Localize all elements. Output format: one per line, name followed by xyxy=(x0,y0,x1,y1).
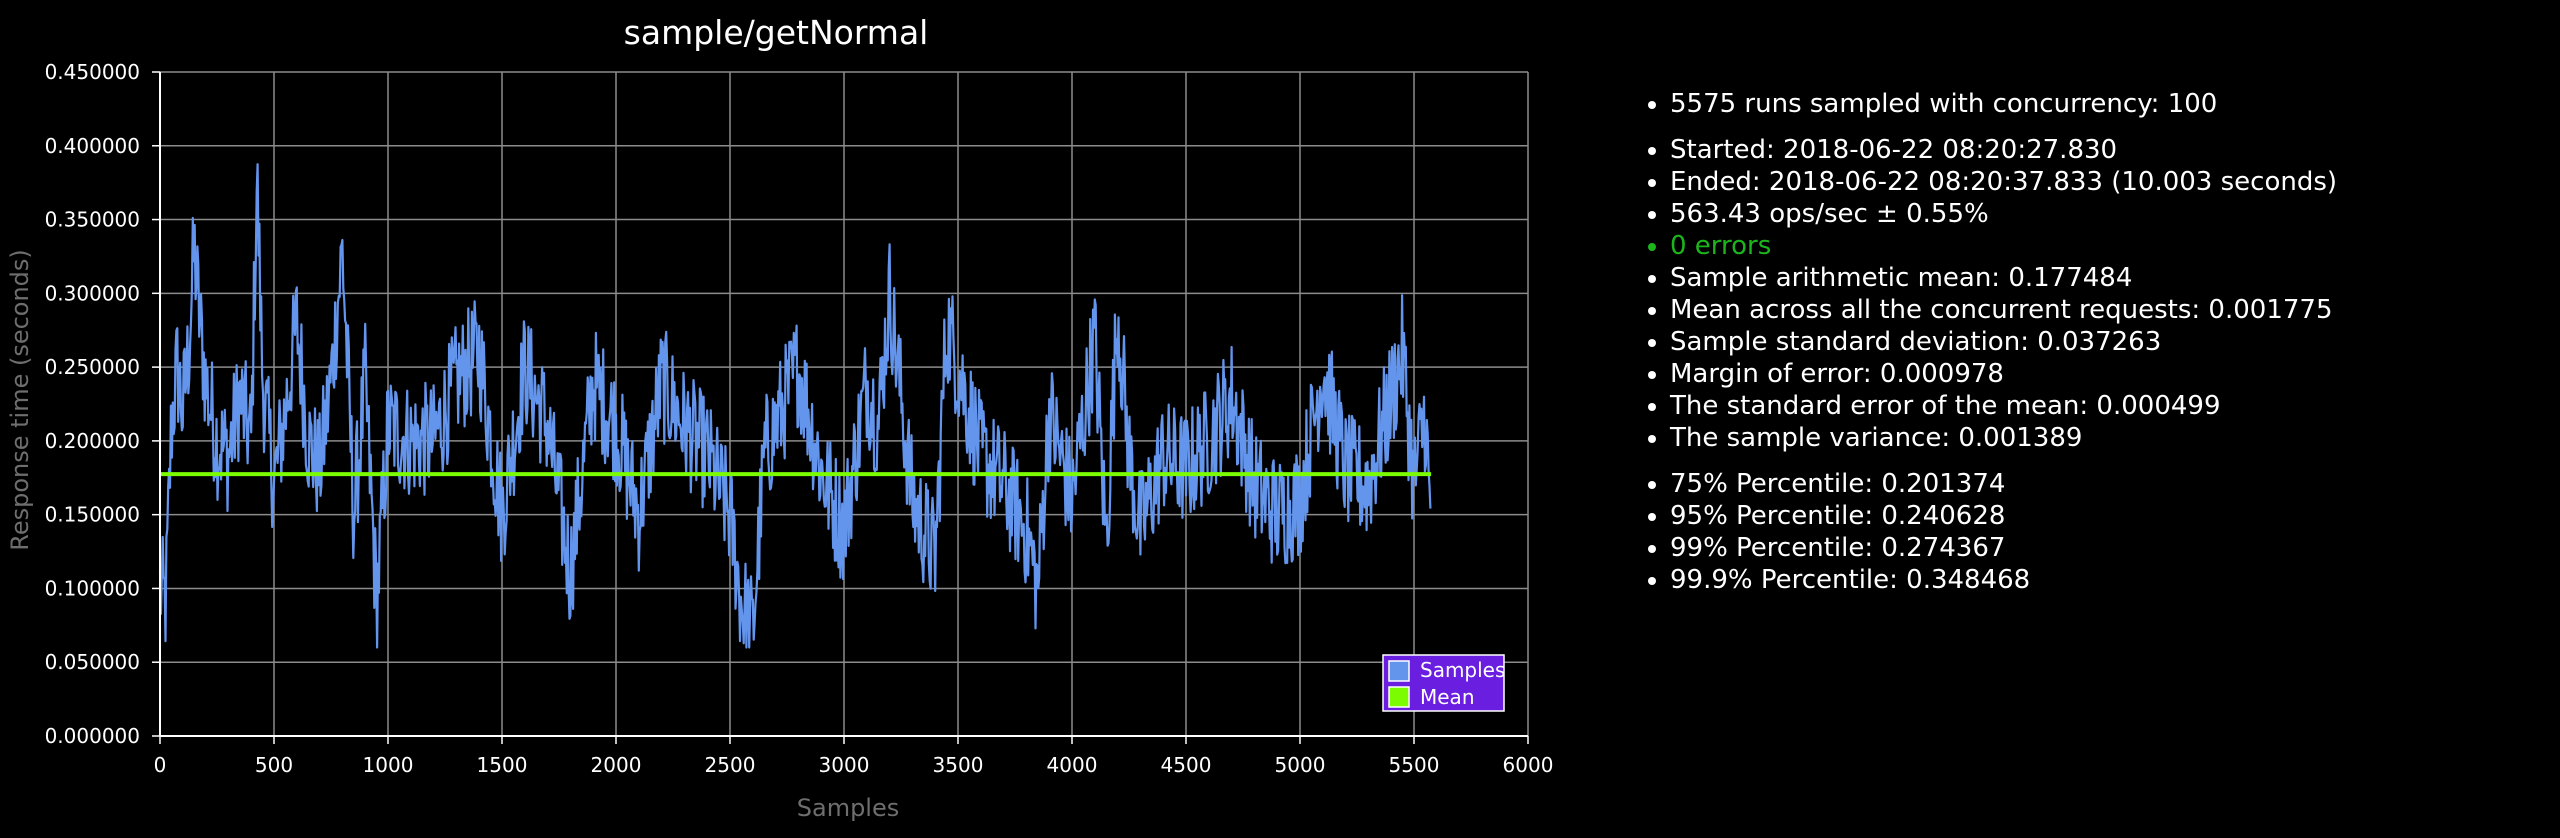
y-tick-label: 0.250000 xyxy=(45,355,140,379)
x-tick-label: 1000 xyxy=(363,753,414,777)
legend: Samples Mean xyxy=(1382,654,1505,712)
stat-runs: 5575 runs sampled with concurrency: 100 xyxy=(1670,88,2540,120)
stats-panel: 5575 runs sampled with concurrency: 100 … xyxy=(1640,88,2540,610)
stat-stddev: Sample standard deviation: 0.037263 xyxy=(1670,326,2540,358)
stat-ops: 563.43 ops/sec ± 0.55% xyxy=(1670,198,2540,230)
stat-variance: The sample variance: 0.001389 xyxy=(1670,422,2540,454)
stat-std-error: The standard error of the mean: 0.000499 xyxy=(1670,390,2540,422)
stat-margin: Margin of error: 0.000978 xyxy=(1670,358,2540,390)
axes: 0 500 1000 1500 2000 2500 3000 3500 4000 4500 5000… xyxy=(45,60,1554,777)
x-tick-label: 2000 xyxy=(591,753,642,777)
x-tick-label: 6000 xyxy=(1503,753,1554,777)
stat-ended: Ended: 2018-06-22 08:20:37.833 (10.003 s… xyxy=(1670,166,2540,198)
y-tick-label: 0.150000 xyxy=(45,503,140,527)
x-tick-label: 4000 xyxy=(1047,753,1098,777)
chart-title: sample/getNormal xyxy=(624,13,929,52)
y-tick-label: 0.100000 xyxy=(45,576,140,600)
stat-p99: 99% Percentile: 0.274367 xyxy=(1670,532,2540,564)
y-tick-label: 0.200000 xyxy=(45,429,140,453)
stat-p95: 95% Percentile: 0.240628 xyxy=(1670,500,2540,532)
x-tick-label: 0 xyxy=(154,753,167,777)
x-tick-label: 4500 xyxy=(1161,753,1212,777)
y-tick-label: 0.400000 xyxy=(45,134,140,158)
x-tick-label: 500 xyxy=(255,753,293,777)
legend-swatch-samples xyxy=(1388,660,1410,682)
y-tick-label: 0.300000 xyxy=(45,281,140,305)
stat-p75: 75% Percentile: 0.201374 xyxy=(1670,468,2540,500)
x-tick-label: 5500 xyxy=(1389,753,1440,777)
series-layer xyxy=(158,163,1432,649)
x-axis-title: Samples xyxy=(797,794,900,822)
legend-swatch-mean xyxy=(1388,686,1410,708)
y-tick-label: 0.450000 xyxy=(45,60,140,84)
y-tick-label: 0.000000 xyxy=(45,724,140,748)
y-tick-label: 0.350000 xyxy=(45,208,140,232)
x-tick-label: 3500 xyxy=(933,753,984,777)
stats-group-percentiles: 75% Percentile: 0.201374 95% Percentile:… xyxy=(1640,468,2540,596)
stat-p999: 99.9% Percentile: 0.348468 xyxy=(1670,564,2540,596)
legend-label-mean: Mean xyxy=(1420,685,1475,709)
stat-concurrent-mean: Mean across all the concurrent requests:… xyxy=(1670,294,2540,326)
response-time-chart: 0 500 1000 1500 2000 2500 3000 3500 4000 4500 5000… xyxy=(6,13,1554,822)
y-tick-label: 0.050000 xyxy=(45,650,140,674)
x-tick-label: 5000 xyxy=(1275,753,1326,777)
y-axis-title: Response time (seconds) xyxy=(6,249,34,551)
stats-group-runs: 5575 runs sampled with concurrency: 100 xyxy=(1640,88,2540,120)
x-tick-label: 3000 xyxy=(819,753,870,777)
stats-group-summary: Started: 2018-06-22 08:20:27.830 Ended: … xyxy=(1640,134,2540,454)
x-tick-label: 1500 xyxy=(477,753,528,777)
stat-errors: 0 errors xyxy=(1670,230,2540,262)
stat-mean: Sample arithmetic mean: 0.177484 xyxy=(1670,262,2540,294)
stat-started: Started: 2018-06-22 08:20:27.830 xyxy=(1670,134,2540,166)
x-tick-label: 2500 xyxy=(705,753,756,777)
chart-area: 0 500 1000 1500 2000 2500 3000 3500 4000 4500 5000… xyxy=(6,13,1554,822)
series-samples-line xyxy=(158,163,1432,649)
legend-label-samples: Samples xyxy=(1420,658,1505,682)
